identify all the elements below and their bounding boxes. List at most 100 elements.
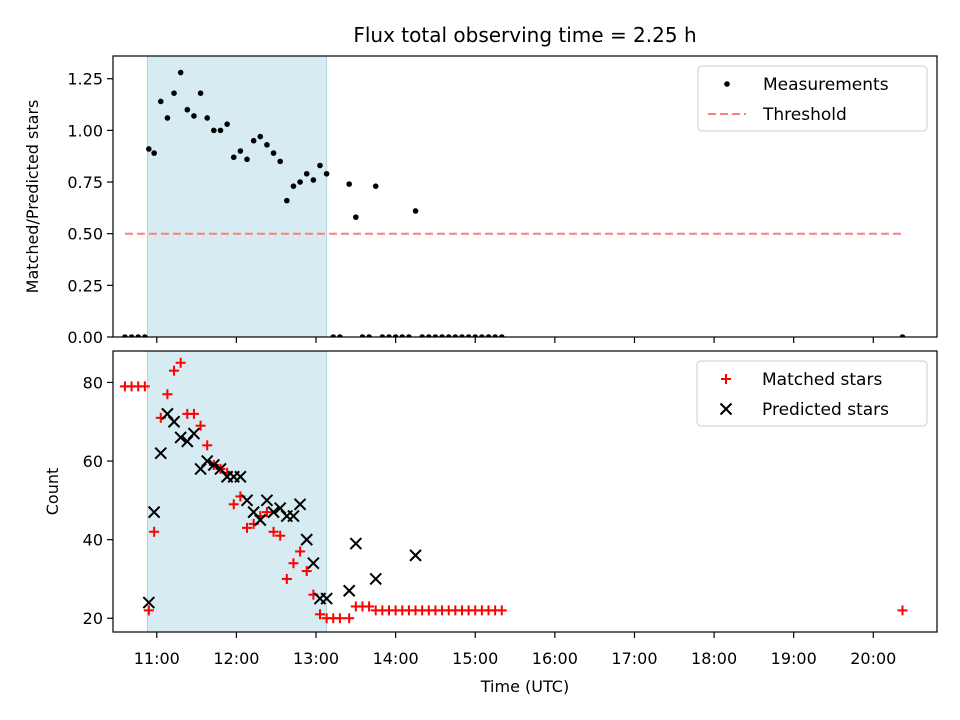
legend-label: Matched stars [762, 370, 882, 390]
observing-window [146, 55, 328, 338]
data-point [452, 334, 459, 337]
x-tick-label: 17:00 [611, 649, 657, 668]
data-point [492, 334, 498, 337]
legend-label: Measurements [763, 75, 889, 95]
data-point [242, 522, 253, 533]
observing-window [146, 350, 328, 633]
legend-frame [697, 65, 928, 132]
data-point [250, 137, 257, 144]
data-point [366, 334, 372, 337]
data-point [217, 127, 224, 134]
data-point [281, 573, 292, 584]
y-tick-label: 0.00 [67, 328, 103, 347]
data-point [288, 558, 299, 569]
axes-frame [112, 55, 938, 338]
axes-frame [112, 350, 938, 633]
series-0 [122, 69, 906, 337]
data-point [337, 334, 343, 337]
data-point [419, 334, 425, 337]
data-point [174, 431, 187, 444]
data-point [275, 530, 286, 541]
data-point [301, 566, 312, 577]
legend: Matched stars Predicted stars [696, 360, 928, 427]
data-point [162, 389, 173, 400]
x-tick-label: 12:00 [213, 649, 259, 668]
data-point [154, 446, 167, 460]
x-axis: 11:00 12:00 13:00 14:00 15:00 16:00 17:00 18:00… [134, 649, 897, 668]
data-point [151, 150, 157, 156]
y-tick-label: 0.25 [67, 276, 103, 295]
data-point [177, 69, 184, 76]
data-point [330, 334, 337, 337]
data-point [498, 334, 505, 337]
data-point [139, 381, 150, 392]
y-tick-label: 40 [83, 531, 103, 550]
data-point [287, 509, 300, 523]
data-point [260, 494, 274, 507]
data-point [146, 146, 152, 152]
data-point [267, 505, 280, 519]
legend-label: Threshold [762, 105, 847, 125]
data-point [320, 592, 333, 605]
data-point [379, 334, 386, 337]
data-point [899, 334, 906, 337]
y-tick-label: 0.75 [67, 173, 103, 192]
legend-swatch [721, 374, 731, 384]
data-point [295, 546, 306, 557]
data-point [202, 440, 213, 451]
data-point [257, 133, 264, 140]
x-tick-label: 11:00 [134, 649, 180, 668]
legend-swatch [724, 81, 730, 87]
data-point [201, 454, 214, 468]
data-point [228, 499, 239, 510]
data-point [412, 208, 419, 214]
x-tick-label: 13:00 [293, 649, 339, 668]
data-point [230, 154, 237, 161]
data-point [234, 470, 247, 483]
x-tick-label: 14:00 [373, 649, 419, 668]
data-point [195, 420, 206, 431]
data-point [426, 334, 432, 337]
y-axis-label: Count [43, 468, 62, 516]
data-point [386, 334, 392, 337]
data-point [187, 427, 201, 440]
data-point [261, 507, 272, 518]
data-point [472, 334, 479, 337]
data-point [303, 170, 310, 177]
data-point [300, 533, 313, 546]
data-point [142, 334, 148, 337]
data-point [135, 334, 142, 337]
data-point [445, 334, 452, 337]
data-point [349, 537, 363, 550]
data-point [369, 572, 382, 586]
data-point [169, 365, 180, 376]
data-point [353, 214, 359, 220]
data-point [284, 197, 290, 204]
data-point [237, 148, 244, 154]
data-point [157, 98, 164, 105]
top-panel: 0.00 0.25 0.50 0.75 1.00 1.25 Matched/Predicte… [23, 55, 938, 347]
data-point [485, 334, 492, 337]
data-point [392, 334, 399, 337]
data-point [364, 601, 375, 612]
data-point [344, 613, 355, 624]
x-tick-label: 18:00 [691, 649, 737, 668]
x-tick-label: 19:00 [771, 649, 817, 668]
y-tick-label: 1.25 [67, 70, 103, 89]
data-point [459, 334, 465, 337]
data-point [207, 458, 221, 472]
data-point [167, 415, 181, 428]
data-point [439, 334, 445, 337]
data-point [465, 334, 472, 337]
data-point [399, 334, 406, 337]
data-point [297, 179, 303, 185]
chart-title: Flux total observing time = 2.25 h [353, 23, 696, 47]
data-point [409, 549, 422, 562]
x-tick-label: 16:00 [532, 649, 578, 668]
data-point [270, 150, 277, 156]
data-point [317, 162, 323, 169]
data-point [346, 181, 352, 187]
series-1 [142, 407, 422, 609]
data-point [204, 115, 211, 121]
